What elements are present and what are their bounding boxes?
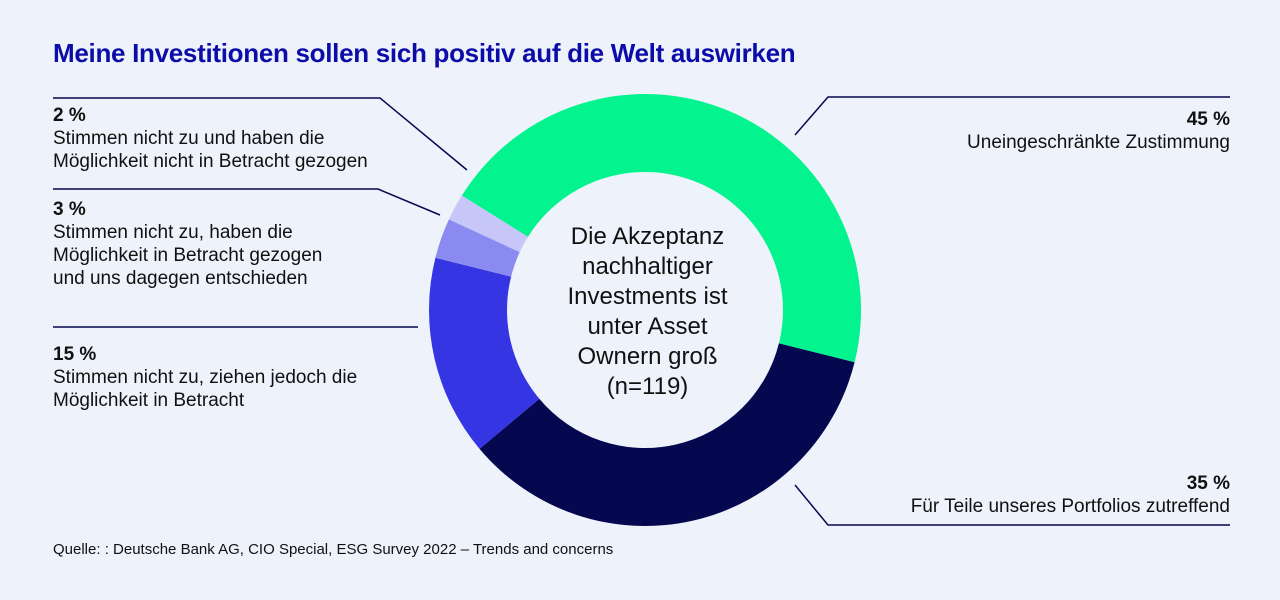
- slice-label-zustimmung: 45 % Uneingeschränkte Zustimmung: [880, 108, 1230, 154]
- leader-line-dagegen-entschieden: [53, 188, 441, 216]
- donut-slice-teile-portfolio: [479, 343, 855, 527]
- donut-slice-ziehen-in-betracht: [428, 257, 540, 449]
- donut-slice-dagegen-entschieden: [435, 219, 520, 277]
- slice-value: 3 %: [53, 199, 86, 220]
- slice-value: 45 %: [1186, 109, 1230, 130]
- slice-name: Stimmen nicht zu, ziehen jedoch die Mögl…: [53, 367, 358, 411]
- slice-value: 35 %: [1186, 473, 1230, 494]
- chart-title: Meine Investitionen sollen sich positiv …: [53, 38, 796, 68]
- donut-slice-zustimmung: [461, 94, 861, 363]
- leader-line-nicht-in-betracht: [53, 97, 468, 171]
- slice-label-nicht-in-betracht: 2 % Stimmen nicht zu und haben die Mögli…: [53, 104, 453, 173]
- slice-value: 15 %: [53, 344, 97, 365]
- source-note: Quelle: : Deutsche Bank AG, CIO Special,…: [53, 541, 614, 558]
- slice-name: Stimmen nicht zu und haben die Möglichke…: [53, 128, 368, 172]
- slice-name: Stimmen nicht zu, haben die Möglichkeit …: [53, 222, 323, 289]
- slice-name: Für Teile unseres Portfolios zutreffend: [910, 496, 1230, 517]
- slice-label-teile-portfolio: 35 % Für Teile unseres Portfolios zutref…: [830, 472, 1230, 518]
- leader-line-zustimmung: [794, 96, 1230, 136]
- slice-name: Uneingeschränkte Zustimmung: [967, 132, 1230, 153]
- donut-center-text: Die Akzeptanz nachhaltiger Investments i…: [567, 223, 728, 400]
- slice-label-dagegen-entschieden: 3 % Stimmen nicht zu, haben die Möglichk…: [53, 198, 433, 290]
- leader-line-teile-portfolio: [794, 484, 1230, 526]
- slice-label-ziehen-in-betracht: 15 % Stimmen nicht zu, ziehen jedoch die…: [53, 343, 433, 412]
- donut-slice-nicht-in-betracht: [448, 195, 528, 253]
- slice-value: 2 %: [53, 105, 86, 126]
